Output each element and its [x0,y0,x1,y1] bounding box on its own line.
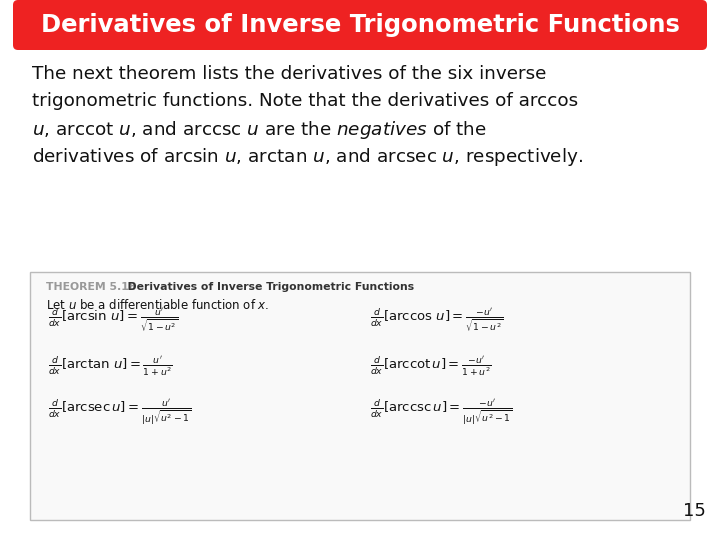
Text: $\frac{d}{dx}\left[\arctan\,u\right] = \frac{u'}{1+u^2}$: $\frac{d}{dx}\left[\arctan\,u\right] = \… [48,354,173,377]
Text: $\frac{d}{dx}\left[\mathrm{arccsc}\,u\right] = \frac{-u'}{|u|\sqrt{u^2-1}}$: $\frac{d}{dx}\left[\mathrm{arccsc}\,u\ri… [370,397,513,427]
FancyBboxPatch shape [13,0,707,50]
Text: $\frac{d}{dx}\left[\mathrm{arcsec}\,u\right] = \frac{u'}{|u|\sqrt{u^2-1}}$: $\frac{d}{dx}\left[\mathrm{arcsec}\,u\ri… [48,397,192,427]
Text: $u$, arccot $u$, and arccsc $u$ are the $\mathit{negatives}$ of the: $u$, arccot $u$, and arccsc $u$ are the … [32,119,487,141]
Text: Derivatives of Inverse Trigonometric Functions: Derivatives of Inverse Trigonometric Fun… [40,13,680,37]
Text: trigonometric functions. Note that the derivatives of arccos: trigonometric functions. Note that the d… [32,92,578,110]
Text: Derivatives of Inverse Trigonometric Functions: Derivatives of Inverse Trigonometric Fun… [120,282,414,292]
Text: 15: 15 [683,502,706,520]
FancyBboxPatch shape [30,272,690,520]
Text: derivatives of arcsin $u$, arctan $u$, and arcsec $u$, respectively.: derivatives of arcsin $u$, arctan $u$, a… [32,146,583,168]
Text: $\frac{d}{dx}\left[\arccos\,u\right] = \frac{-u'}{\sqrt{1-u^2}}$: $\frac{d}{dx}\left[\arccos\,u\right] = \… [370,307,504,333]
Text: THEOREM 5.18: THEOREM 5.18 [46,282,136,292]
Text: The next theorem lists the derivatives of the six inverse: The next theorem lists the derivatives o… [32,65,546,83]
Text: $\frac{d}{dx}\left[\arcsin\,u\right] = \frac{u'}{\sqrt{1-u^2}}$: $\frac{d}{dx}\left[\arcsin\,u\right] = \… [48,307,179,333]
Text: Let $u$ be a differentiable function of $x$.: Let $u$ be a differentiable function of … [46,298,269,312]
Text: $\frac{d}{dx}\left[\mathrm{arccot}\,u\right] = \frac{-u'}{1+u^2}$: $\frac{d}{dx}\left[\mathrm{arccot}\,u\ri… [370,354,492,377]
